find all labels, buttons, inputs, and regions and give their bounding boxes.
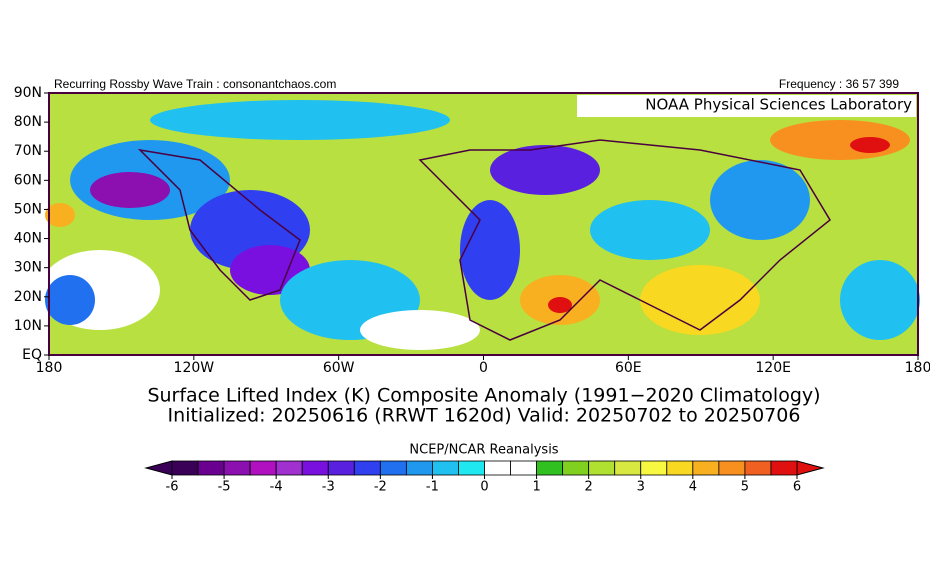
colorbar-tick-label: 6 [793, 480, 801, 495]
lat-label: EQ [22, 347, 42, 363]
colorbar-box [353, 460, 381, 476]
lon-label: 60E [615, 360, 642, 376]
colorbar-tick-label: -4 [270, 480, 283, 495]
lat-label: 30N [14, 260, 42, 276]
colorbar-tick-label: 3 [637, 480, 645, 495]
lat-label: 60N [14, 172, 42, 188]
colorbar-box [223, 460, 251, 476]
lat-label: 40N [14, 231, 42, 247]
colorbar-tick-label: -5 [218, 480, 231, 495]
lat-label: 10N [14, 318, 42, 334]
colorbar-tick-label: -2 [374, 480, 387, 495]
colorbar-box [379, 460, 407, 476]
colorbar-tick-label: -6 [166, 480, 179, 495]
colorbar-tick-label: 5 [741, 480, 749, 495]
colorbar-box [562, 460, 590, 476]
lat-label: 50N [14, 201, 42, 217]
map-credit: NOAA Physical Sciences Laboratory [645, 96, 912, 114]
colorbar-box [692, 460, 720, 476]
lon-label: 180 [36, 360, 63, 376]
credit-box [577, 95, 916, 117]
colorbar-label: NCEP/NCAR Reanalysis [409, 443, 558, 458]
lon-label: 60W [323, 360, 355, 376]
title-line-1: Surface Lifted Index (K) Composite Anoma… [147, 385, 820, 407]
lat-label: 90N [14, 85, 42, 101]
colorbar-box [327, 460, 355, 476]
title-line-2: Initialized: 20250616 (RRWT 1620d) Valid… [168, 405, 801, 427]
lat-label: 70N [14, 143, 42, 159]
colorbar-tick-label: 2 [585, 480, 593, 495]
colorbar-box [405, 460, 433, 476]
colorbar-box [614, 460, 642, 476]
lat-label: 20N [14, 289, 42, 305]
lon-label: 180 [905, 360, 930, 376]
colorbar-tick-label: 4 [689, 480, 697, 495]
colorbar-tick-label: -1 [426, 480, 439, 495]
coastline [137, 139, 831, 341]
colorbar-box [666, 460, 694, 476]
header-right: Frequency : 36 57 399 [779, 77, 899, 91]
colorbar-box [510, 460, 537, 476]
colorbar-tick-label: 0 [480, 480, 488, 495]
colorbar-box [249, 460, 277, 476]
map-field [40, 92, 920, 356]
lon-label: 120E [755, 360, 791, 376]
colorbar-box [197, 460, 225, 476]
colorbar-low-arrow [144, 460, 173, 476]
header-left: Recurring Rossby Wave Train : consonantc… [54, 77, 336, 91]
colorbar-box [718, 460, 746, 476]
lon-label: 0 [479, 360, 488, 376]
colorbar-box [432, 460, 459, 476]
colorbar-tick-label: 1 [532, 480, 540, 495]
colorbar-box [640, 460, 668, 476]
colorbar-box [171, 460, 199, 476]
colorbar-high-arrow [796, 460, 825, 476]
lat-label: 80N [14, 114, 42, 130]
colorbar-box [536, 460, 564, 476]
lon-label: 120W [174, 360, 215, 376]
colorbar-box [744, 460, 772, 476]
colorbar-box [588, 460, 616, 476]
colorbar-box [301, 460, 329, 476]
colorbar-box [770, 460, 798, 476]
colorbar-tick-label: -3 [322, 480, 335, 495]
colorbar-box [275, 460, 303, 476]
colorbar-box [458, 460, 485, 476]
colorbar-box [484, 460, 511, 476]
